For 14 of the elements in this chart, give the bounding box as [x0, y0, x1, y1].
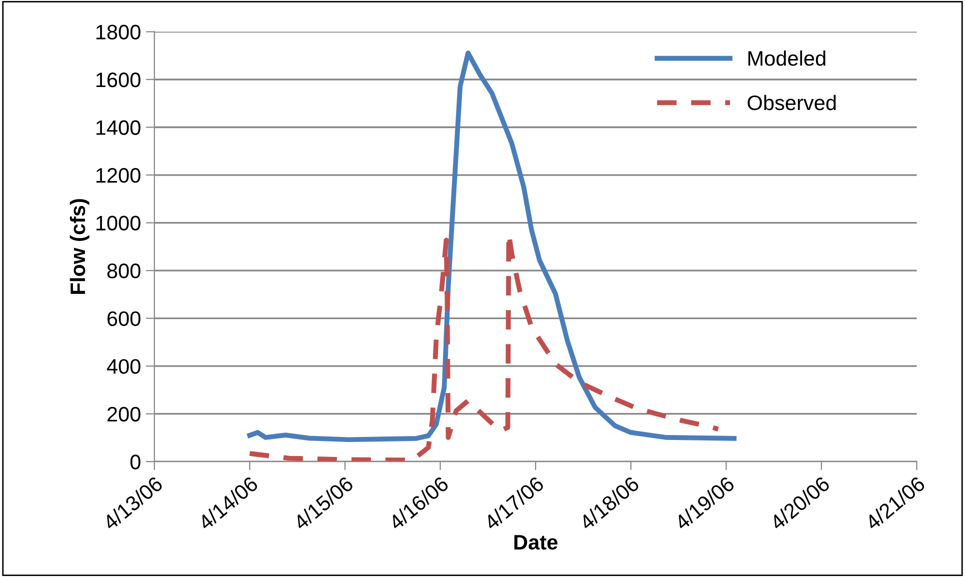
- legend-label: Observed: [748, 94, 836, 110]
- y-tick-label: 1600: [96, 72, 140, 88]
- y-tick-label: 0: [130, 454, 140, 470]
- y-tick-label: 1800: [96, 24, 140, 40]
- legend-label: Modeled: [748, 50, 826, 66]
- y-tick-label: 1000: [96, 216, 140, 231]
- y-tick-label: 200: [108, 406, 140, 422]
- y-tick-label: 600: [108, 311, 140, 326]
- x-axis-title: Date: [514, 535, 558, 550]
- y-tick-label: 1400: [96, 120, 140, 136]
- y-tick-label: 1200: [96, 168, 140, 183]
- y-axis-title: Flow (cfs): [70, 199, 90, 294]
- y-tick-label: 400: [106, 359, 140, 374]
- y-tick-label: 800: [107, 264, 140, 278]
